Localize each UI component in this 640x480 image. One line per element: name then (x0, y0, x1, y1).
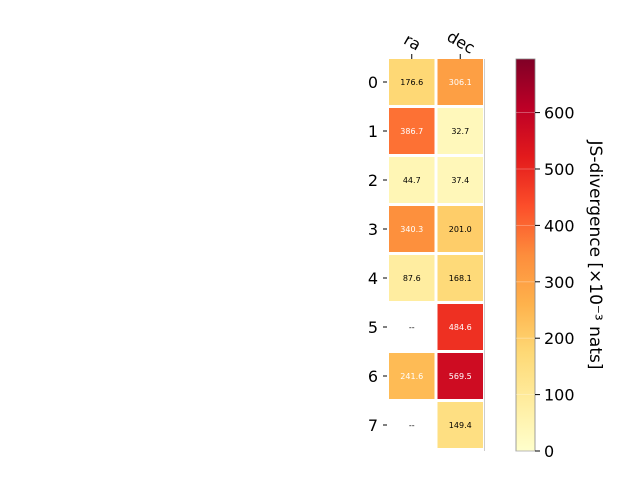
heatmap-cell (437, 255, 483, 301)
row-tick-label: 2 (368, 171, 378, 190)
cell-label: 306.1 (449, 78, 472, 87)
column-ticks: ra dec (401, 27, 478, 59)
cell-label: 484.6 (449, 323, 472, 332)
row-ticks: 0 1 2 3 4 5 6 7 (368, 73, 387, 435)
colorbar-label: JS-divergence [×10⁻³ nats] (585, 140, 605, 370)
colorbar-tick-label: 400 (544, 216, 575, 235)
heatmap-cell (389, 59, 435, 105)
row-tick-label: 1 (368, 122, 378, 141)
row-tick-label: 0 (368, 73, 378, 92)
heatmap-cell (389, 108, 435, 154)
heatmap-cell (389, 353, 435, 399)
colorbar-gradient (515, 58, 536, 452)
colorbar-tick-label: 100 (544, 386, 575, 405)
cell-label: 44.7 (403, 176, 421, 185)
heatmap-cell (437, 157, 483, 203)
cell-label: 386.7 (400, 127, 423, 136)
colorbar-tick-label: 200 (544, 329, 575, 348)
cell-label: 176.6 (400, 78, 423, 87)
colorbar: 0 100 200 300 400 500 600 (515, 58, 575, 461)
heatmap-cell (437, 402, 483, 448)
row-tick-label: 7 (368, 416, 378, 435)
colorbar-tick-label: 500 (544, 160, 575, 179)
heatmap-cell (437, 59, 483, 105)
cell-label: 241.6 (400, 372, 423, 381)
cell-label: 340.3 (400, 225, 423, 234)
cell-label: 149.4 (449, 421, 472, 430)
colorbar-tick-label: 0 (544, 442, 554, 461)
column-tick-label: ra (401, 30, 425, 55)
heatmap-cell (437, 108, 483, 154)
heatmap-cell (389, 157, 435, 203)
row-tick-label: 4 (368, 269, 378, 288)
cell-label: 32.7 (451, 127, 469, 136)
heatmap-cell (389, 255, 435, 301)
row-tick-label: 3 (368, 220, 378, 239)
cell-label: -- (409, 421, 415, 430)
cell-label: 201.0 (449, 225, 472, 234)
heatmap-cell (437, 304, 483, 350)
colorbar-tick-label: 300 (544, 273, 575, 292)
heatmap-cell (437, 353, 483, 399)
cell-label: -- (409, 323, 415, 332)
cell-label: 37.4 (451, 176, 469, 185)
row-tick-label: 5 (368, 318, 378, 337)
row-tick-label: 6 (368, 367, 378, 386)
cell-label: 569.5 (449, 372, 472, 381)
heatmap-cell (389, 206, 435, 252)
heatmap-grid: 176.6 306.1 386.7 32.7 44.7 37.4 340.3 201.0 87.… (389, 59, 485, 451)
cell-label: 87.6 (403, 274, 421, 283)
column-tick-label: dec (444, 27, 478, 58)
heatmap-cell (437, 206, 483, 252)
cell-label: 168.1 (449, 274, 472, 283)
colorbar-tick-label: 600 (544, 104, 575, 123)
